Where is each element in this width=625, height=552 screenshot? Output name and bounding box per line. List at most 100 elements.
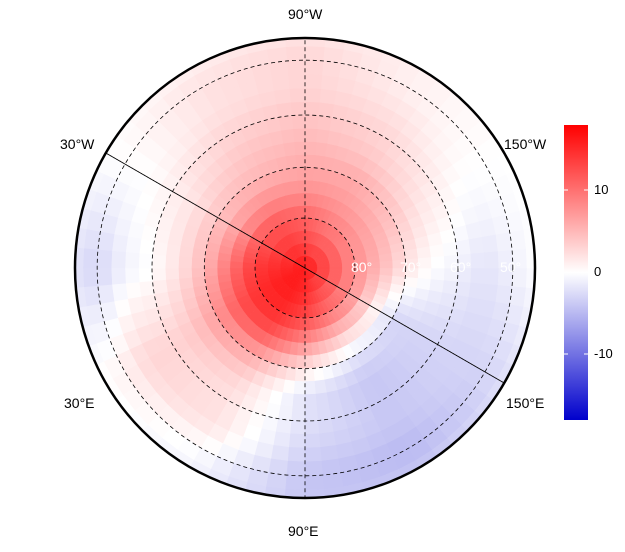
heatmap-cell <box>422 50 450 75</box>
heatmap-cell <box>313 154 326 170</box>
heatmap-cell <box>497 411 524 440</box>
heatmap-cell <box>143 448 170 475</box>
heatmap-cell <box>275 101 292 118</box>
heatmap-cell <box>178 245 194 259</box>
latitude-circle <box>203 166 407 370</box>
heatmap-cell <box>533 308 535 334</box>
heatmap-cell <box>468 282 485 300</box>
heatmap-cell <box>278 405 294 421</box>
heatmap-cell <box>370 504 396 525</box>
heatmap-cell <box>304 380 317 395</box>
lat-label-60: 60° <box>450 259 472 275</box>
heatmap-cell <box>239 496 265 498</box>
heatmap-cell <box>541 177 562 203</box>
heatmap-cell <box>455 238 472 255</box>
heatmap-cell <box>143 61 170 88</box>
heatmap-cell <box>495 231 513 252</box>
heatmap-cell <box>214 11 240 32</box>
heatmap-cell <box>138 281 155 298</box>
heatmap-cell <box>326 18 349 35</box>
heatmap-cell <box>75 155 78 183</box>
heatmap-cell <box>179 39 206 64</box>
heatmap-cell <box>304 460 324 477</box>
heatmap-cell <box>429 278 445 293</box>
heatmap-cell <box>75 202 77 228</box>
heatmap-cell <box>179 472 206 497</box>
heatmap-cell <box>111 234 128 253</box>
heatmap-cell <box>497 96 524 125</box>
heatmap-cell <box>456 434 484 461</box>
heatmap-cell <box>48 177 69 203</box>
heatmap-cell <box>100 79 128 107</box>
heatmap-cell <box>165 255 180 269</box>
heatmap-cell <box>83 285 101 307</box>
colorbar-label-10: 10 <box>594 182 609 197</box>
heatmap-cell <box>519 348 535 375</box>
heatmap-cell <box>410 485 439 498</box>
heatmap-cell <box>305 504 327 520</box>
heatmap-cell <box>54 246 70 268</box>
heatmap-cell <box>304 433 321 449</box>
heatmap-cell <box>326 501 349 518</box>
meridian-label-30e: 30°E <box>64 395 95 411</box>
heatmap-cell <box>430 38 459 63</box>
heatmap-cell <box>541 333 562 359</box>
heatmap-cell <box>48 333 69 359</box>
heatmap-cell <box>304 101 320 116</box>
heatmap-cell <box>314 141 328 157</box>
heatmap-cell <box>204 258 218 269</box>
heatmap-cell <box>541 268 557 290</box>
heatmap-cell <box>261 501 284 518</box>
heatmap-cell <box>112 419 139 447</box>
heatmap-cell <box>327 3 351 21</box>
heatmap-cell <box>319 431 337 448</box>
heatmap-cell <box>126 434 154 461</box>
heatmap-cell <box>304 87 321 103</box>
heatmap-cell <box>75 181 84 208</box>
heatmap-cell <box>165 243 181 258</box>
heatmap-cell <box>284 366 297 382</box>
heatmap-cell <box>322 46 344 64</box>
heatmap-cell <box>198 482 225 498</box>
heatmap-cell <box>410 38 439 51</box>
heatmap-cell <box>485 106 512 133</box>
heatmap-cell <box>456 75 484 102</box>
heatmap-cell <box>482 283 499 302</box>
heatmap-cell <box>304 447 323 463</box>
heatmap-cell <box>160 50 188 75</box>
heatmap-cell <box>266 46 288 64</box>
heatmap-cell <box>266 472 288 490</box>
heatmap-cell <box>40 222 58 246</box>
heatmap-cell <box>218 38 245 47</box>
heatmap-cell <box>321 60 342 78</box>
heatmap-cell <box>526 181 535 208</box>
heatmap-cell <box>495 284 513 305</box>
heatmap-cell <box>43 312 63 337</box>
heatmap-cell <box>484 267 500 286</box>
heatmap-cell <box>110 250 126 269</box>
heatmap-cell <box>285 474 306 491</box>
heatmap-cell <box>76 367 101 394</box>
heatmap-cell <box>55 289 72 312</box>
heatmap-cell <box>39 268 55 291</box>
heatmap-cell <box>316 115 332 131</box>
heatmap-cell <box>165 267 180 281</box>
heatmap-cell <box>385 482 412 498</box>
heatmap-cell <box>403 276 419 289</box>
heatmap-cell <box>304 167 315 181</box>
heatmap-cell <box>191 247 207 260</box>
heatmap-cell <box>365 489 392 498</box>
heatmap-cell <box>304 205 311 219</box>
heatmap-cell <box>83 229 101 251</box>
heatmap-cell <box>116 63 144 91</box>
heatmap-cell <box>482 79 510 107</box>
heatmap-cell <box>304 406 319 422</box>
heatmap-cell <box>466 445 494 473</box>
heatmap-cell <box>111 283 128 302</box>
heatmap-cell <box>442 279 458 295</box>
colorbar-label-neg10: -10 <box>594 346 613 361</box>
heatmap-cell <box>295 167 306 181</box>
heatmap-cell <box>152 241 168 257</box>
